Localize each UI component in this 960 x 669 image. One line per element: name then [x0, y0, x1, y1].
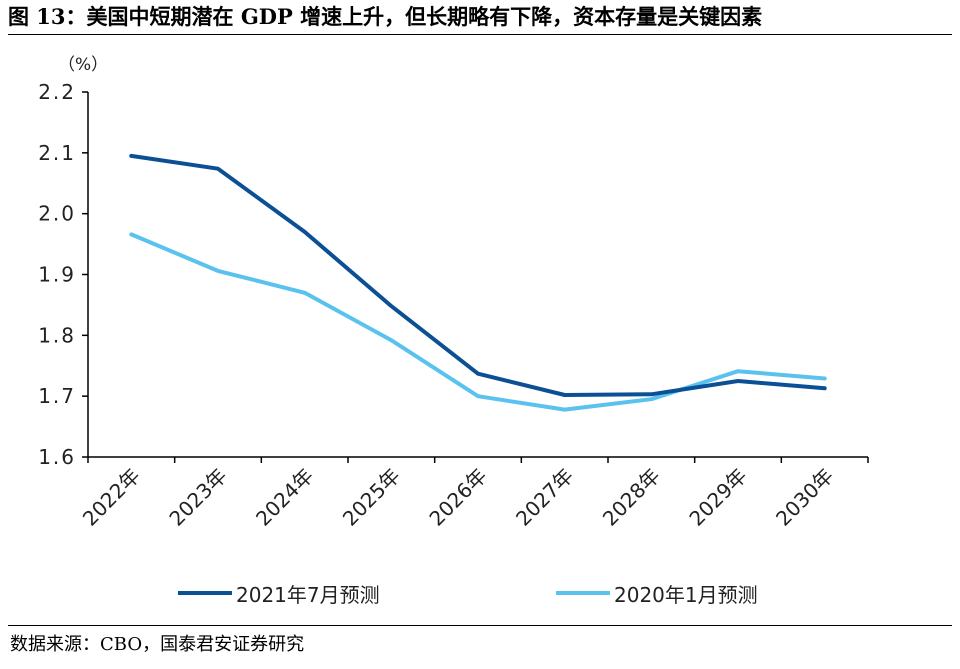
source-note: 数据来源：CBO，国泰君安证券研究 [10, 634, 305, 655]
legend-label-series-2: 2020年1月预测 [614, 582, 758, 607]
title-divider [8, 34, 952, 35]
series-line-2 [129, 232, 827, 412]
x-tick-label: 2026年 [424, 464, 491, 531]
y-tick-label: 2.1 [38, 141, 76, 165]
legend-swatch-series-2 [556, 591, 610, 595]
x-tick-label: 2024年 [251, 464, 318, 531]
x-tick-label: 2030年 [771, 464, 838, 531]
legend-swatch-series-1 [178, 591, 232, 595]
y-tick-label: 1.7 [38, 384, 76, 408]
x-tick-label: 2027年 [511, 464, 578, 531]
source-divider [8, 625, 952, 626]
x-tick-label: 2029年 [684, 464, 751, 531]
y-tick-label: 2.2 [38, 80, 76, 104]
legend-item-series-2: 2020年1月预测 [556, 575, 758, 611]
y-tick-label: 2.0 [38, 202, 76, 226]
series-line-1 [129, 153, 827, 397]
figure-title: 图 13：美国中短期潜在 GDP 增速上升，但长期略有下降，资本存量是关键因素 [8, 4, 763, 29]
chart-legend: 2021年7月预测 2020年1月预测 [0, 575, 960, 611]
x-tick-label: 2022年 [78, 464, 145, 531]
legend-item-series-1: 2021年7月预测 [178, 575, 380, 611]
y-tick-label: 1.9 [38, 263, 76, 287]
legend-label-series-1: 2021年7月预测 [236, 582, 380, 607]
x-tick-label: 2023年 [164, 464, 231, 531]
x-tick-label: 2025年 [338, 464, 405, 531]
chart-series-lines [129, 153, 827, 412]
x-tick-label: 2028年 [598, 464, 665, 531]
y-axis-unit-label: （%） [58, 55, 108, 75]
y-tick-label: 1.6 [38, 445, 76, 469]
y-tick-label: 1.8 [38, 323, 76, 347]
